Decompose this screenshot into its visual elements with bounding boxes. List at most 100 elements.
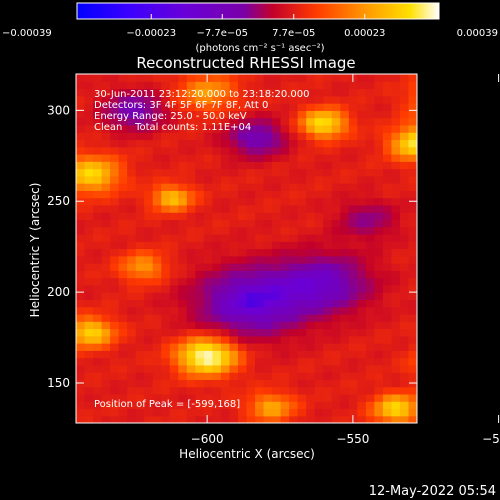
- heatmap-cell: [280, 139, 290, 148]
- heatmap-cell: [220, 379, 231, 388]
- heatmap-cell: [195, 153, 205, 162]
- heatmap-cell: [220, 204, 231, 213]
- heatmap-cell: [186, 124, 196, 133]
- heatmap-cell: [169, 277, 179, 286]
- heatmap-cell: [178, 313, 188, 322]
- heatmap-cell: [93, 415, 103, 423]
- heatmap-cell: [357, 357, 367, 366]
- heatmap-cell: [220, 401, 231, 410]
- heatmap-cell: [297, 284, 307, 293]
- heatmap-cell: [272, 168, 282, 177]
- heatmap-cell: [331, 263, 341, 271]
- heatmap-cell: [186, 197, 196, 206]
- heatmap-cell: [272, 343, 282, 351]
- heatmap-cell: [340, 379, 350, 388]
- heatmap-cell: [255, 153, 265, 162]
- heatmap-cell: [263, 248, 273, 257]
- heatmap-cell: [280, 204, 290, 213]
- heatmap-cell: [272, 233, 282, 242]
- heatmap-cell: [289, 153, 299, 162]
- heatmap-cell: [169, 241, 179, 250]
- heatmap-cell: [289, 401, 299, 410]
- heatmap-cell: [144, 153, 154, 162]
- heatmap-cell: [161, 226, 171, 235]
- heatmap-cell: [237, 364, 248, 373]
- heatmap-cell: [229, 161, 239, 170]
- heatmap-cell: [144, 117, 154, 126]
- heatmap-cell: [314, 255, 324, 264]
- heatmap-cell: [331, 255, 341, 264]
- heatmap-cell: [408, 95, 417, 104]
- heatmap-cell: [76, 386, 86, 395]
- heatmap-cell: [263, 74, 273, 82]
- heatmap-cell: [84, 226, 94, 235]
- heatmap-cell: [144, 226, 154, 235]
- heatmap-cell: [408, 241, 417, 250]
- heatmap-cell: [212, 277, 222, 286]
- heatmap-cell: [93, 161, 103, 170]
- heatmap-cell: [76, 364, 86, 373]
- heatmap-cell: [408, 248, 417, 257]
- heatmap-cell: [280, 241, 290, 250]
- heatmap-cell: [255, 146, 265, 155]
- heatmap-cell: [374, 197, 384, 206]
- heatmap-cell: [272, 248, 282, 257]
- x-tick-label: −600: [191, 432, 224, 446]
- heatmap-cell: [272, 357, 282, 366]
- heatmap-cell: [101, 255, 111, 264]
- heatmap-cell: [306, 364, 316, 373]
- heatmap-cell: [357, 255, 367, 264]
- heatmap-cell: [357, 190, 367, 199]
- heatmap-cell: [161, 241, 171, 250]
- heatmap-cell: [297, 263, 307, 271]
- axis-ticks: −600−550−500150200250300: [47, 74, 500, 446]
- heatmap-cell: [195, 132, 205, 141]
- heatmap-cell: [340, 103, 350, 111]
- heatmap-cell: [152, 386, 162, 395]
- heatmap-cell: [408, 74, 417, 82]
- heatmap-cell: [297, 357, 307, 366]
- heatmap-cell: [212, 263, 222, 271]
- heatmap-cell: [76, 88, 86, 97]
- heatmap-cell: [195, 379, 205, 388]
- heatmap-cell: [161, 408, 171, 417]
- heatmap-cell: [161, 299, 171, 308]
- heatmap-cell: [289, 197, 299, 206]
- heatmap-cell: [382, 103, 393, 111]
- heatmap-cell: [399, 284, 410, 293]
- heatmap-cell: [255, 306, 265, 315]
- heatmap-cell: [263, 219, 273, 228]
- heatmap-cell: [110, 183, 120, 191]
- heatmap-cell: [340, 328, 350, 337]
- heatmap-cell: [382, 248, 393, 257]
- heatmap-cell: [186, 386, 196, 395]
- heatmap-cell: [229, 306, 239, 315]
- heatmap-cell: [84, 277, 94, 286]
- heatmap-cell: [391, 393, 401, 402]
- heatmap-cell: [127, 386, 137, 395]
- heatmap-cell: [144, 204, 154, 213]
- heatmap-cell: [348, 306, 358, 315]
- heatmap-cell: [331, 241, 341, 250]
- heatmap-cell: [263, 277, 273, 286]
- heatmap-cell: [365, 255, 375, 264]
- heatmap-cell: [331, 124, 341, 133]
- heatmap-cell: [357, 372, 367, 380]
- heatmap-cell: [255, 132, 265, 141]
- heatmap-cell: [144, 146, 154, 155]
- heatmap-cell: [135, 372, 145, 380]
- heatmap-cell: [169, 146, 179, 155]
- heatmap-cell: [263, 379, 273, 388]
- heatmap-cell: [152, 139, 162, 148]
- heatmap-cell: [357, 335, 367, 344]
- heatmap-cell: [195, 197, 205, 206]
- heatmap-cell: [391, 183, 401, 191]
- heatmap-cell: [382, 393, 393, 402]
- heatmap-cell: [93, 233, 103, 242]
- heatmap-cell: [255, 386, 265, 395]
- heatmap-cell: [178, 364, 188, 373]
- heatmap-cell: [314, 386, 324, 395]
- heatmap-cell: [93, 190, 103, 199]
- heatmap-cell: [255, 372, 265, 380]
- heatmap-cell: [110, 110, 120, 119]
